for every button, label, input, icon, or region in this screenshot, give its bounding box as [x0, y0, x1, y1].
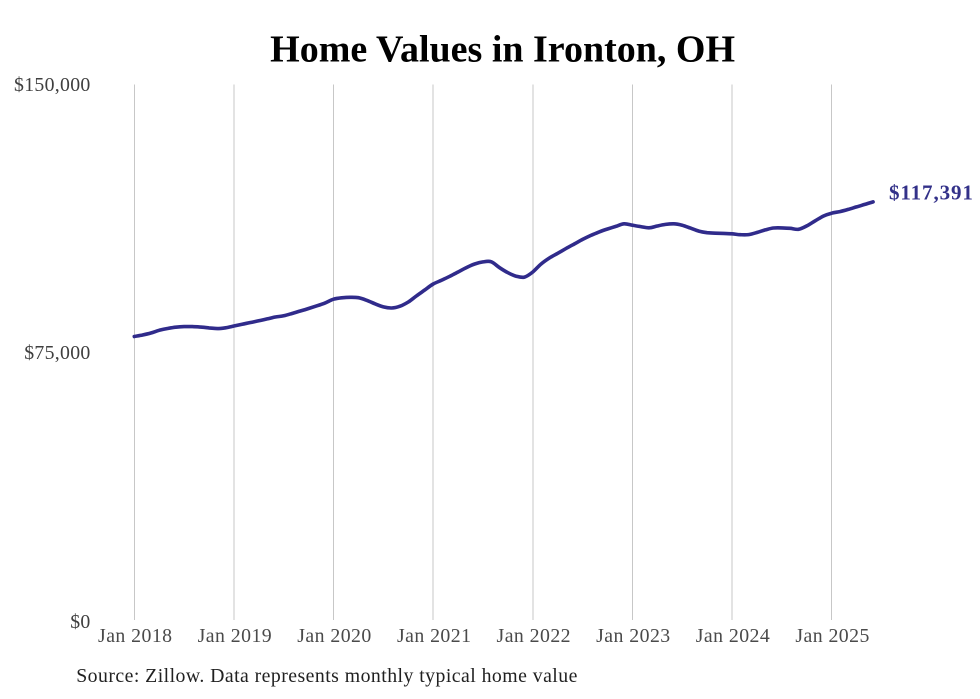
- svg-text:Jan 2018: Jan 2018: [98, 625, 172, 647]
- svg-text:$75,000: $75,000: [24, 342, 90, 364]
- svg-text:Source: Zillow. Data represent: Source: Zillow. Data represents monthly …: [76, 665, 578, 687]
- svg-text:Jan 2025: Jan 2025: [795, 625, 869, 647]
- svg-text:Jan 2024: Jan 2024: [696, 625, 770, 647]
- svg-text:Jan 2022: Jan 2022: [497, 625, 571, 647]
- svg-text:Jan 2021: Jan 2021: [397, 625, 471, 647]
- svg-text:$150,000: $150,000: [14, 74, 91, 96]
- svg-text:Jan 2023: Jan 2023: [596, 625, 670, 647]
- svg-text:$117,391: $117,391: [889, 180, 974, 204]
- svg-text:Jan 2020: Jan 2020: [297, 625, 371, 647]
- svg-text:$0: $0: [70, 611, 90, 633]
- svg-text:Home Values in Ironton, OH: Home Values in Ironton, OH: [270, 28, 735, 70]
- svg-text:Jan 2019: Jan 2019: [198, 625, 272, 647]
